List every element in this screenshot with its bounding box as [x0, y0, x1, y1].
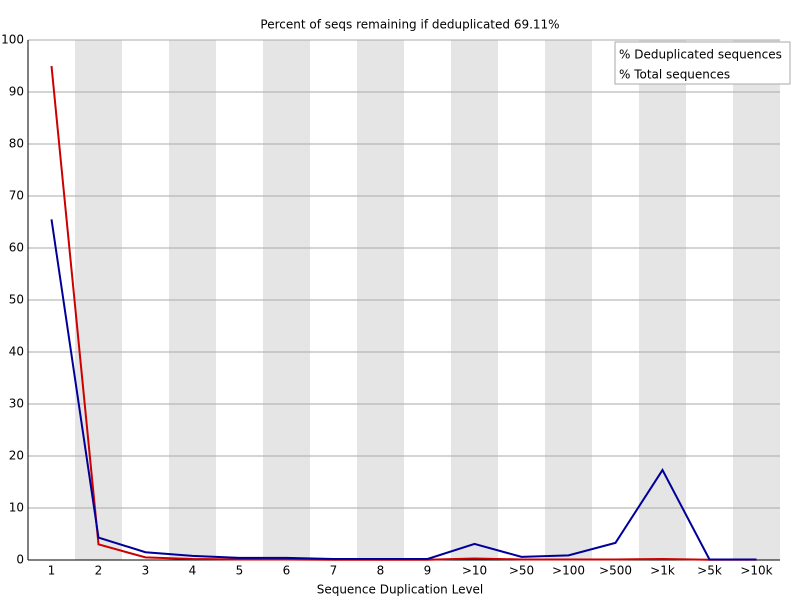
x-tick-label: >100: [552, 564, 585, 578]
y-tick-label: 90: [9, 85, 24, 99]
x-tick-label: 1: [48, 564, 56, 578]
x-tick-label: 6: [283, 564, 291, 578]
x-tick-label: >5k: [697, 564, 722, 578]
x-tick-label: 4: [189, 564, 197, 578]
y-tick-label: 40: [9, 345, 24, 359]
y-tick-label: 30: [9, 397, 24, 411]
x-tick-label: >10: [462, 564, 487, 578]
x-axis-label: Sequence Duplication Level: [317, 583, 484, 597]
y-tick-label: 80: [9, 137, 24, 151]
x-tick-label: >1k: [650, 564, 675, 578]
y-tick-label: 60: [9, 241, 24, 255]
x-tick-label: 3: [142, 564, 150, 578]
y-tick-label: 0: [16, 553, 24, 567]
y-tick-label: 100: [1, 33, 24, 47]
legend-entry: % Total sequences: [619, 68, 730, 82]
series-line: [50, 219, 757, 561]
x-tick-label: 2: [95, 564, 103, 578]
y-tick-label: 70: [9, 189, 24, 203]
legend-box: [614, 41, 791, 85]
y-tick-label: 10: [9, 501, 24, 515]
x-tick-label: 5: [236, 564, 244, 578]
x-tick-label: >500: [599, 564, 632, 578]
x-tick-label: 7: [330, 564, 338, 578]
legend-entry: % Deduplicated sequences: [619, 48, 782, 62]
chart-title: Percent of seqs remaining if deduplicate…: [260, 18, 559, 32]
x-tick-label: >10k: [740, 564, 772, 578]
y-tick-label: 20: [9, 449, 24, 463]
y-tick-label: 50: [9, 293, 24, 307]
x-tick-label: 9: [424, 564, 432, 578]
x-tick-label: 8: [377, 564, 385, 578]
x-tick-label: >50: [509, 564, 534, 578]
